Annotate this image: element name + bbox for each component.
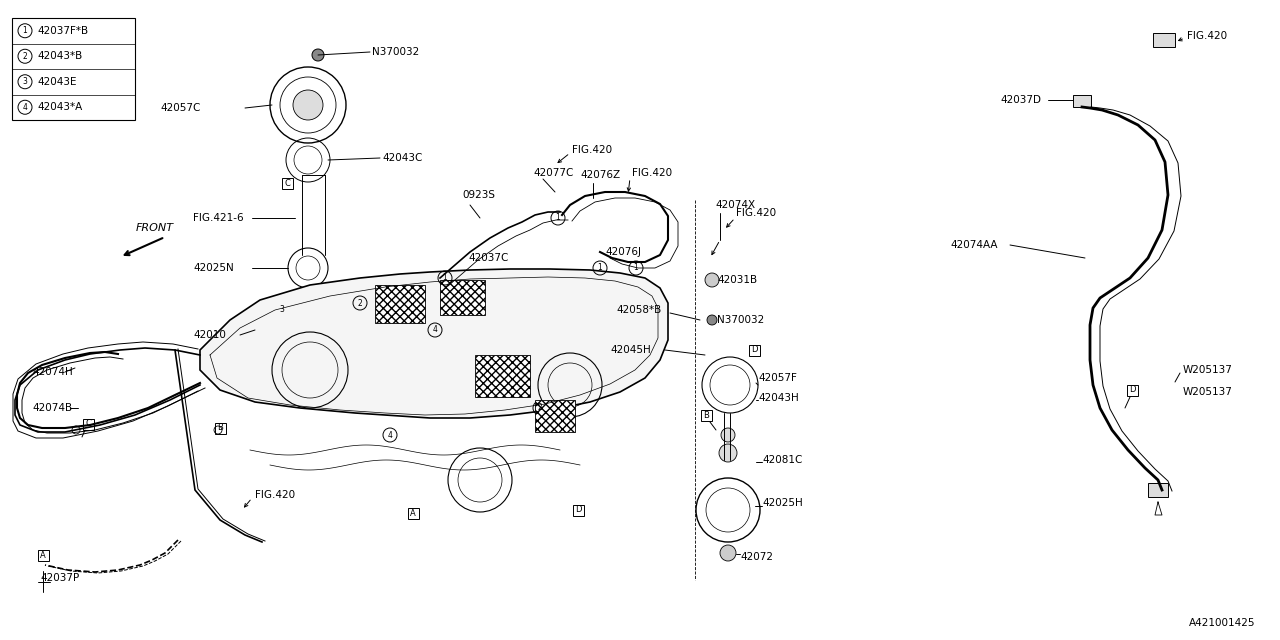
Text: 42031B: 42031B xyxy=(717,275,758,285)
Text: 3: 3 xyxy=(23,77,27,86)
Text: 2: 2 xyxy=(357,298,362,307)
Text: B: B xyxy=(703,410,709,419)
Bar xyxy=(282,177,293,189)
Bar xyxy=(407,508,419,518)
Text: 42025H: 42025H xyxy=(762,498,803,508)
Text: FIG.420: FIG.420 xyxy=(632,168,672,178)
Text: 42037C: 42037C xyxy=(468,253,508,263)
Bar xyxy=(82,419,93,429)
Text: 42010: 42010 xyxy=(193,330,225,340)
Bar xyxy=(1126,385,1138,396)
Text: 42037F*B: 42037F*B xyxy=(37,26,88,36)
Text: 42025N: 42025N xyxy=(193,263,234,273)
Text: 42074AA: 42074AA xyxy=(950,240,997,250)
Text: FIG.421-6: FIG.421-6 xyxy=(193,213,243,223)
Text: 42058*B: 42058*B xyxy=(616,305,662,315)
Bar xyxy=(1073,95,1091,107)
Text: A: A xyxy=(40,550,46,559)
Text: 1: 1 xyxy=(556,214,561,223)
Bar xyxy=(572,504,584,515)
Text: 42076Z: 42076Z xyxy=(580,170,620,180)
Text: 1: 1 xyxy=(443,273,448,282)
Text: 42072: 42072 xyxy=(740,552,773,562)
Text: 42045H: 42045H xyxy=(611,345,650,355)
Text: 1: 1 xyxy=(634,264,639,273)
Text: 42043C: 42043C xyxy=(381,153,422,163)
Bar xyxy=(440,280,485,315)
Text: 42037D: 42037D xyxy=(1000,95,1041,105)
Text: 1: 1 xyxy=(598,264,603,273)
Bar xyxy=(535,400,575,432)
Circle shape xyxy=(705,273,719,287)
Text: FIG.420: FIG.420 xyxy=(736,208,776,218)
Bar xyxy=(1153,33,1175,47)
Text: 42043E: 42043E xyxy=(37,77,77,87)
Bar xyxy=(749,344,759,355)
Text: 42057C: 42057C xyxy=(160,103,201,113)
Text: 42043H: 42043H xyxy=(758,393,799,403)
Bar xyxy=(1148,483,1169,497)
Circle shape xyxy=(719,444,737,462)
Text: 42074B: 42074B xyxy=(32,403,72,413)
Text: W205137: W205137 xyxy=(1183,387,1233,397)
Circle shape xyxy=(721,428,735,442)
Text: D: D xyxy=(1129,385,1135,394)
Text: 4: 4 xyxy=(433,326,438,335)
Text: FIG.420: FIG.420 xyxy=(572,145,612,155)
Text: C: C xyxy=(84,419,91,429)
Text: W205137: W205137 xyxy=(1183,365,1233,375)
Text: 3: 3 xyxy=(279,305,284,314)
Text: 42077C: 42077C xyxy=(532,168,573,178)
Text: 1: 1 xyxy=(23,26,27,35)
Text: N370032: N370032 xyxy=(372,47,420,57)
Polygon shape xyxy=(200,269,668,418)
Text: N370032: N370032 xyxy=(717,315,764,325)
Text: 42037P: 42037P xyxy=(40,573,79,583)
Bar xyxy=(700,410,712,420)
Text: A: A xyxy=(410,509,416,518)
Text: 42043*B: 42043*B xyxy=(37,51,82,61)
Text: 42076J: 42076J xyxy=(605,247,641,257)
Text: FRONT: FRONT xyxy=(136,223,174,233)
Text: 2: 2 xyxy=(538,403,543,413)
Bar xyxy=(375,285,425,323)
Bar xyxy=(37,550,49,561)
Circle shape xyxy=(312,49,324,61)
Text: 42074H: 42074H xyxy=(32,367,73,377)
Text: C: C xyxy=(284,179,291,188)
Text: 4: 4 xyxy=(388,431,393,440)
Text: 4: 4 xyxy=(23,103,27,112)
Circle shape xyxy=(293,90,323,120)
Bar xyxy=(12,18,134,120)
Bar xyxy=(215,422,225,433)
Text: FIG.420: FIG.420 xyxy=(1187,31,1228,41)
Text: A421001425: A421001425 xyxy=(1189,618,1254,628)
Bar xyxy=(475,355,530,397)
Text: D: D xyxy=(575,506,581,515)
Text: 42081C: 42081C xyxy=(762,455,803,465)
Text: 42043*A: 42043*A xyxy=(37,102,82,112)
Text: 0923S: 0923S xyxy=(462,190,495,200)
Text: 42057F: 42057F xyxy=(758,373,797,383)
Circle shape xyxy=(719,545,736,561)
Text: D: D xyxy=(751,346,758,355)
Circle shape xyxy=(707,315,717,325)
Text: FIG.420: FIG.420 xyxy=(255,490,296,500)
Text: B: B xyxy=(218,424,223,433)
Text: 2: 2 xyxy=(23,52,27,61)
Text: 42074X: 42074X xyxy=(716,200,755,210)
